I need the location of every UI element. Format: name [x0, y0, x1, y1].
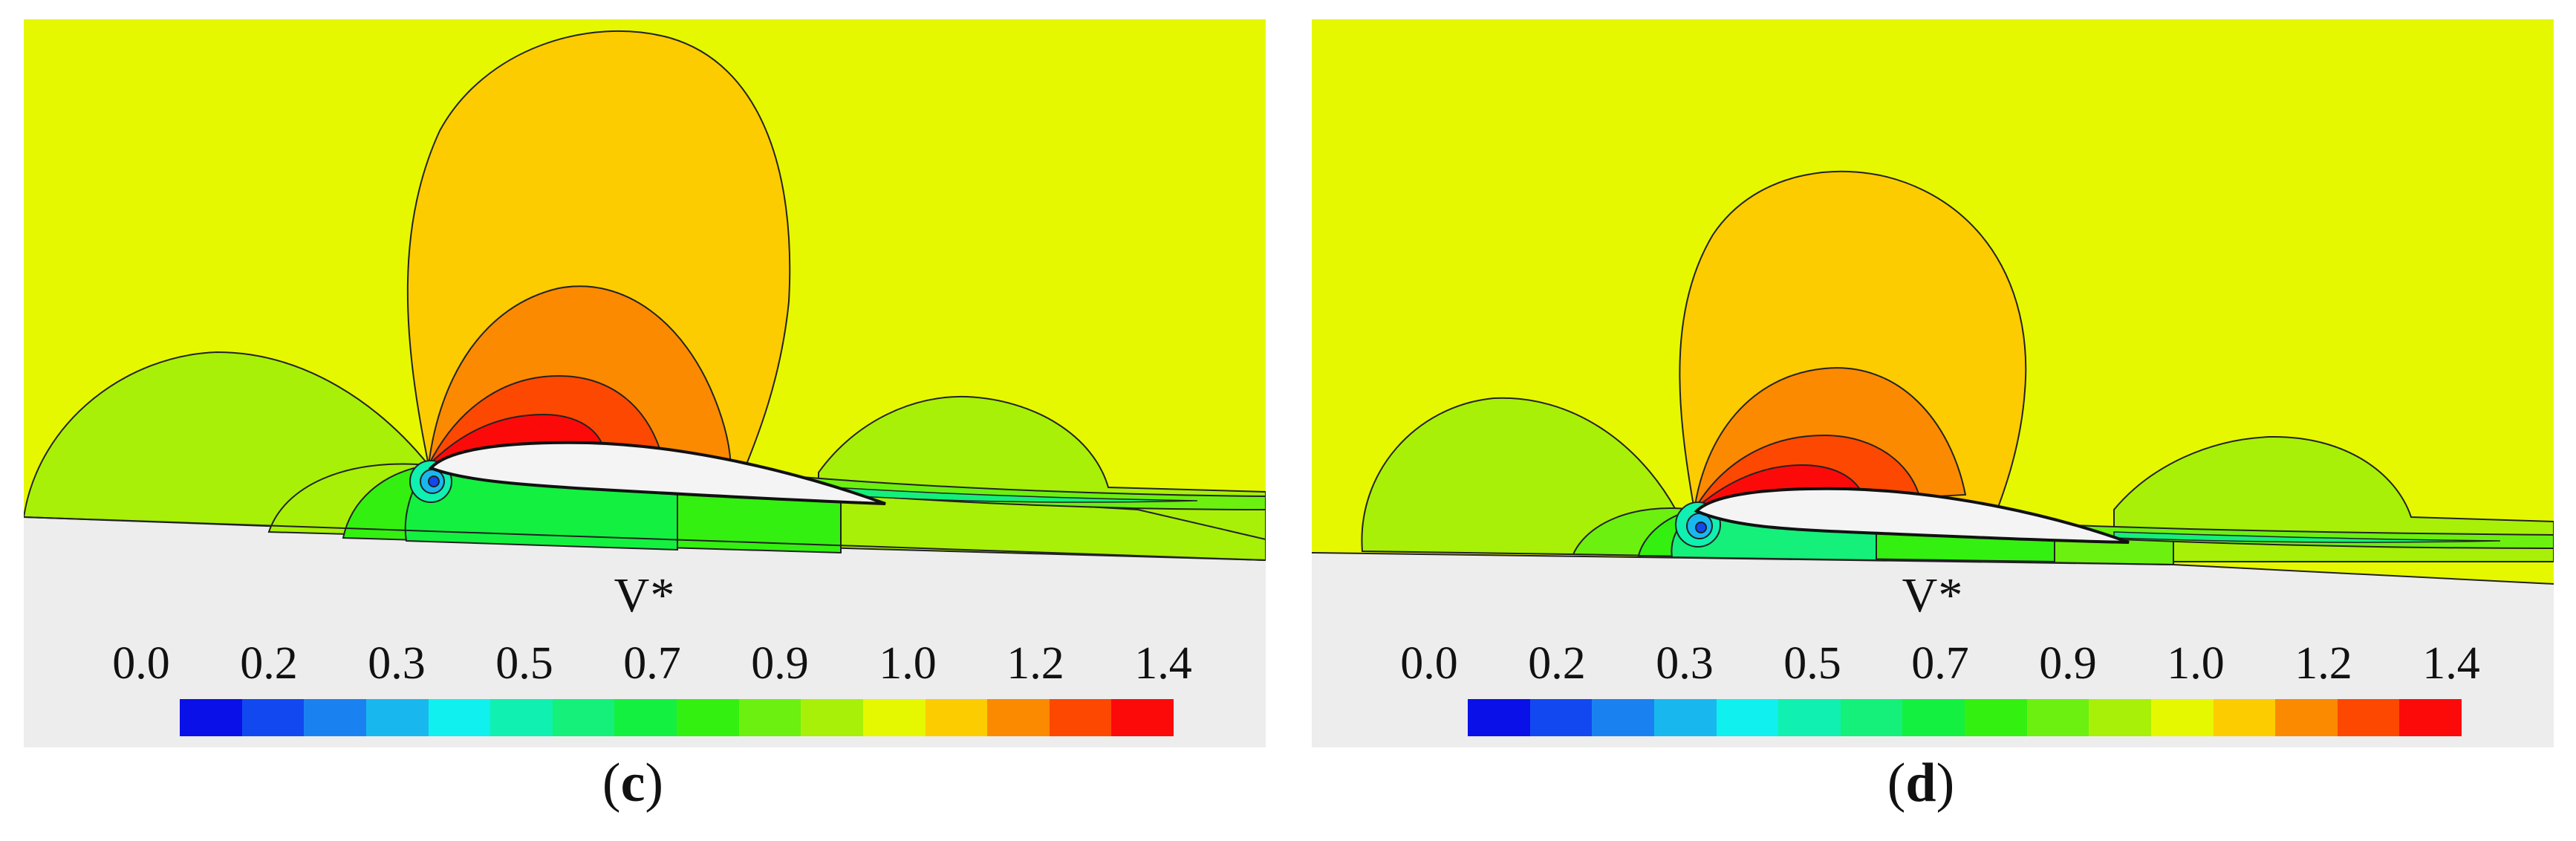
legend-tick: 0.9	[2039, 638, 2097, 689]
colorbar-swatch	[1778, 699, 1841, 736]
colorbar-swatch	[2275, 699, 2338, 736]
colorbar-swatch	[2399, 699, 2462, 736]
colorbar-swatch	[2089, 699, 2151, 736]
colorbar-swatch	[1592, 699, 1654, 736]
legend-tick: 0.9	[751, 638, 809, 689]
label-open-paren: (	[1887, 753, 1906, 814]
stagnation-ring-3	[1695, 522, 1707, 533]
legend-title: V*	[614, 568, 676, 623]
colorbar-swatch	[2150, 699, 2214, 736]
velocity-contour-field-c	[24, 19, 1266, 747]
colorbar-swatch	[862, 699, 926, 736]
legend-tick: 1.4	[2422, 638, 2480, 689]
legend-tick: 0.3	[1656, 638, 1714, 689]
legend-tick: 0.7	[1911, 638, 1969, 689]
colorbar-swatch	[241, 699, 305, 736]
colorbar-swatch	[428, 699, 491, 736]
legend-tick: 0.2	[1528, 638, 1586, 689]
colorbar-swatch	[1965, 699, 2027, 736]
label-close-paren: )	[1936, 753, 1955, 814]
label-letter: d	[1905, 753, 1936, 814]
legend-tick-labels: 0.0 0.2 0.3 0.5 0.7 0.9 1.0 1.2 1.4	[112, 637, 1192, 697]
legend-tick: 0.2	[240, 638, 298, 689]
airfoil-shape	[1694, 487, 2130, 544]
legend-tick: 1.0	[2167, 638, 2225, 689]
colorbar-swatch	[1111, 699, 1174, 736]
velocity-contour-field-d	[1312, 19, 2554, 747]
colorbar-swatch	[2213, 699, 2276, 736]
legend-tick: 1.4	[1134, 638, 1192, 689]
colorbar-swatch	[1840, 699, 1903, 736]
ground-region	[24, 517, 1266, 747]
label-letter: c	[620, 753, 645, 814]
colorbar-swatch	[552, 699, 615, 736]
ground-line	[1312, 552, 2554, 585]
airfoil-shape	[428, 441, 886, 505]
colorbar-swatch	[180, 699, 242, 736]
legend-title: V*	[1902, 568, 1964, 623]
wake-streak-inner	[833, 487, 1198, 503]
legend-tick: 1.2	[2294, 638, 2352, 689]
colorbar-swatch	[1049, 699, 1112, 736]
colorbar-swatch	[304, 699, 366, 736]
colorbar-swatch	[1653, 699, 1717, 736]
wake-streak-inner	[2113, 531, 2501, 543]
colorbar	[180, 699, 1174, 736]
colorbar-swatch	[801, 699, 863, 736]
panel-d-contour-plot: V* 0.0 0.2 0.3 0.5 0.7 0.9 1.0 1.2 1.4	[1312, 19, 2554, 747]
panel-c-contour-plot: V* 0.0 0.2 0.3 0.5 0.7 0.9 1.0 1.2 1.4	[24, 19, 1266, 747]
label-open-paren: (	[602, 753, 621, 814]
colorbar-swatch	[2026, 699, 2089, 736]
legend-tick: 0.7	[623, 638, 681, 689]
colorbar-swatch	[2337, 699, 2400, 736]
colorbar-swatch	[1468, 699, 1530, 736]
legend-tick: 1.0	[879, 638, 937, 689]
colorbar-swatch	[1529, 699, 1593, 736]
panel-label-c: (c)	[521, 752, 744, 815]
colorbar-swatch	[365, 699, 429, 736]
colorbar-swatch	[987, 699, 1050, 736]
ground-line	[24, 516, 1266, 561]
label-close-paren: )	[645, 753, 664, 814]
ground-region	[1312, 553, 2554, 747]
legend-tick: 0.3	[368, 638, 426, 689]
upstream-slow-region	[1361, 397, 1676, 557]
colorbar-swatch	[1902, 699, 1965, 736]
legend-tick: 1.2	[1006, 638, 1064, 689]
colorbar	[1468, 699, 2462, 736]
colorbar-swatch	[738, 699, 801, 736]
legend-tick-labels: 0.0 0.2 0.3 0.5 0.7 0.9 1.0 1.2 1.4	[1400, 637, 2480, 697]
legend-tick: 0.0	[1400, 638, 1458, 689]
colorbar-swatch	[677, 699, 739, 736]
panel-label-d: (d)	[1809, 752, 2032, 815]
legend-tick: 0.5	[495, 638, 553, 689]
colorbar-swatch	[1716, 699, 1779, 736]
legend-tick: 0.0	[112, 638, 170, 689]
colorbar-swatch	[614, 699, 677, 736]
stagnation-ring-3	[428, 475, 440, 487]
colorbar-swatch	[925, 699, 988, 736]
legend-tick: 0.5	[1783, 638, 1841, 689]
colorbar-swatch	[490, 699, 553, 736]
